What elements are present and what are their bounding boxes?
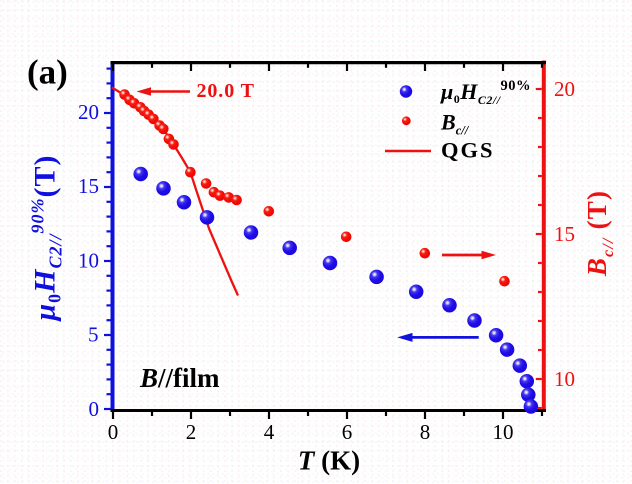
svg-text:4: 4 <box>264 420 275 444</box>
svg-text:(a): (a) <box>27 53 68 92</box>
svg-text:μ0HC2//90%: μ0HC2//90% <box>440 78 531 107</box>
svg-text:0: 0 <box>108 420 119 444</box>
svg-text:10: 10 <box>78 249 99 273</box>
svg-text:T (K): T (K) <box>298 446 360 476</box>
svg-text:Bc// (T): Bc// (T) <box>582 190 617 277</box>
svg-text:B//film: B//film <box>139 363 220 393</box>
svg-text:μ0HC2//90%(T): μ0HC2//90%(T) <box>28 154 66 322</box>
svg-text:QGS: QGS <box>441 138 495 163</box>
svg-text:10: 10 <box>493 420 514 444</box>
svg-text:8: 8 <box>420 420 431 444</box>
svg-text:10: 10 <box>554 367 575 391</box>
svg-text:6: 6 <box>342 420 353 444</box>
svg-text:0: 0 <box>89 397 100 421</box>
svg-text:2: 2 <box>186 420 197 444</box>
svg-text:20: 20 <box>78 100 99 124</box>
svg-text:Bc//: Bc// <box>440 110 470 138</box>
svg-text:20: 20 <box>554 77 575 101</box>
svg-text:15: 15 <box>78 174 99 198</box>
svg-text:20.0 T: 20.0 T <box>197 80 255 102</box>
svg-text:15: 15 <box>554 222 575 246</box>
svg-text:5: 5 <box>88 323 99 347</box>
